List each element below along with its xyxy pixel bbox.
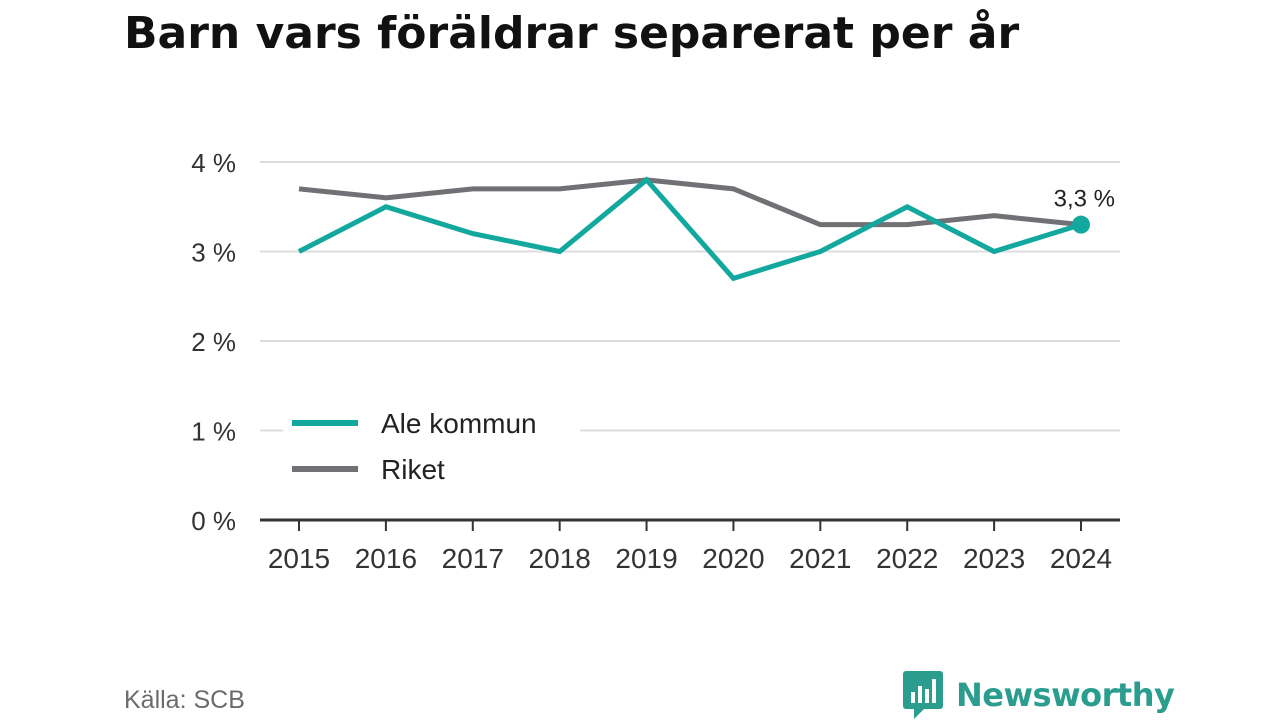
x-tick-label: 2024 [1050,543,1112,574]
x-tick-label: 2022 [876,543,938,574]
series-line-riket [298,177,1082,228]
gridlines [260,161,1120,432]
x-tick-label: 2020 [702,543,764,574]
legend-background [283,398,580,494]
x-tick-label: 2019 [615,543,677,574]
x-tick-label: 2017 [442,543,504,574]
x-tick-label: 2015 [268,543,330,574]
annotations: 3,3 % [1054,186,1115,234]
series-line-ale-kommun [297,176,1082,282]
end-point-marker [1072,215,1090,234]
y-tick-label: 0 % [191,506,236,536]
y-tick-label: 1 % [191,417,236,447]
newsworthy-logo: Newsworthy [902,670,1175,720]
x-tick-label: 2023 [963,543,1025,574]
x-tick-label: 2021 [789,543,851,574]
x-tick-label: 2018 [529,543,591,574]
x-axis: 2015 2016 2017 2018 2019 2020 2021 2022 2023 2024 [260,518,1120,574]
brand-name: Newsworthy [956,676,1175,714]
newsworthy-logo-icon [903,671,943,719]
x-tick-label: 2016 [355,543,417,574]
chart-title: Barn vars föräldrar separerat per år [124,8,1020,59]
y-tick-label: 4 % [191,148,236,178]
legend: Ale kommun Riket [283,398,580,494]
y-tick-label: 3 % [191,238,236,268]
source-note: Källa: SCB [124,686,245,714]
legend-label: Ale kommun [381,408,537,439]
y-axis-tick-labels: 0 % 1 % 2 % 3 % 4 % [191,148,236,536]
legend-label: Riket [381,454,445,485]
series-lines [297,176,1082,282]
end-value-label: 3,3 % [1054,186,1115,213]
y-tick-label: 2 % [191,327,236,357]
